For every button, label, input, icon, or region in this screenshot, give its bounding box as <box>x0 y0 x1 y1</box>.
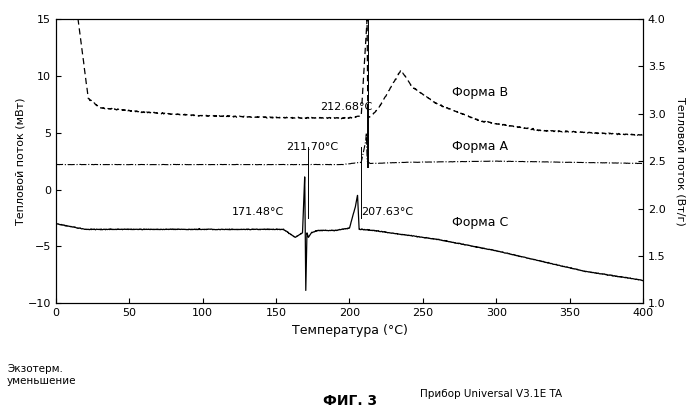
Text: Экзотерм.
уменьшение: Экзотерм. уменьшение <box>7 364 76 386</box>
Text: Форма B: Форма B <box>452 86 508 99</box>
Text: Прибор Universal V3.1E TA: Прибор Universal V3.1E TA <box>420 389 562 398</box>
Text: 171.48°C: 171.48°C <box>232 207 284 217</box>
Y-axis label: Тепловой поток (Вт/г): Тепловой поток (Вт/г) <box>675 97 685 225</box>
Text: Форма C: Форма C <box>452 216 508 229</box>
Text: 212.68°C: 212.68°C <box>320 102 372 112</box>
X-axis label: Температура (°C): Температура (°C) <box>291 324 407 337</box>
Text: 211.70°C: 211.70°C <box>286 142 339 152</box>
Y-axis label: Тепловой поток (мВт): Тепловой поток (мВт) <box>15 97 25 225</box>
Text: ФИГ. 3: ФИГ. 3 <box>323 394 377 408</box>
Text: Форма A: Форма A <box>452 140 508 153</box>
Text: 207.63°C: 207.63°C <box>361 207 413 217</box>
